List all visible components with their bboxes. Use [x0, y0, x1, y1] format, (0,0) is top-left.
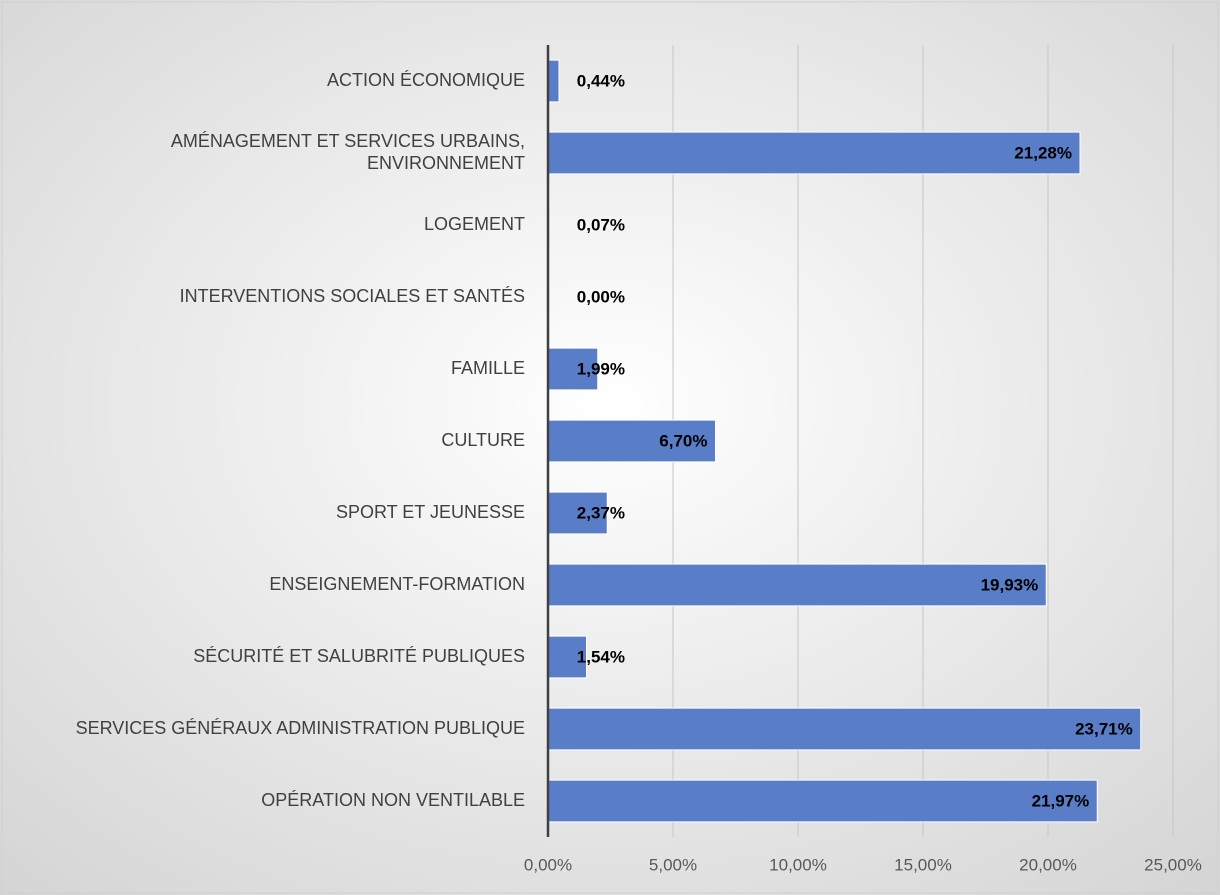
y-tick-label: CULTURE — [441, 430, 525, 450]
y-tick-label: LOGEMENT — [424, 214, 525, 234]
data-label: 6,70% — [659, 431, 707, 450]
y-tick-label: SERVICES GÉNÉRAUX ADMINISTRATION PUBLIQU… — [76, 718, 525, 738]
y-tick-label: SPORT ET JEUNESSE — [336, 502, 525, 522]
bar — [547, 563, 1047, 607]
data-label: 0,44% — [577, 71, 625, 90]
bar — [547, 707, 1142, 751]
x-tick-label: 20,00% — [1019, 855, 1077, 874]
y-tick-label: SÉCURITÉ ET SALUBRITÉ PUBLIQUES — [193, 646, 525, 666]
x-tick-label: 5,00% — [649, 855, 697, 874]
data-label: 23,71% — [1075, 719, 1133, 738]
bar — [547, 491, 608, 535]
y-tick-label: INTERVENTIONS SOCIALES ET SANTÉS — [180, 286, 525, 306]
x-tick-label: 25,00% — [1144, 855, 1202, 874]
data-label: 21,97% — [1032, 791, 1090, 810]
data-label: 21,28% — [1014, 143, 1072, 162]
data-label: 1,99% — [577, 359, 625, 378]
y-tick-label: AMÉNAGEMENT ET SERVICES URBAINS, ENVIRONN… — [171, 131, 525, 173]
x-tick-label: 0,00% — [524, 855, 572, 874]
data-label: 2,37% — [577, 503, 625, 522]
x-tick-label: 15,00% — [894, 855, 952, 874]
data-label: 0,00% — [577, 287, 625, 306]
data-label: 19,93% — [981, 575, 1039, 594]
data-label: 1,54% — [577, 647, 625, 666]
bar — [547, 59, 560, 103]
y-tick-label: FAMILLE — [451, 358, 525, 378]
bar — [547, 779, 1098, 823]
x-tick-label: 10,00% — [769, 855, 827, 874]
y-tick-label: ACTION ÉCONOMIQUE — [327, 70, 525, 90]
bar — [547, 635, 587, 679]
bar — [547, 131, 1081, 175]
data-label: 0,07% — [577, 215, 625, 234]
bar — [547, 347, 599, 391]
y-tick-label: ENSEIGNEMENT-FORMATION — [269, 574, 525, 594]
y-tick-label: OPÉRATION NON VENTILABLE — [261, 790, 525, 810]
